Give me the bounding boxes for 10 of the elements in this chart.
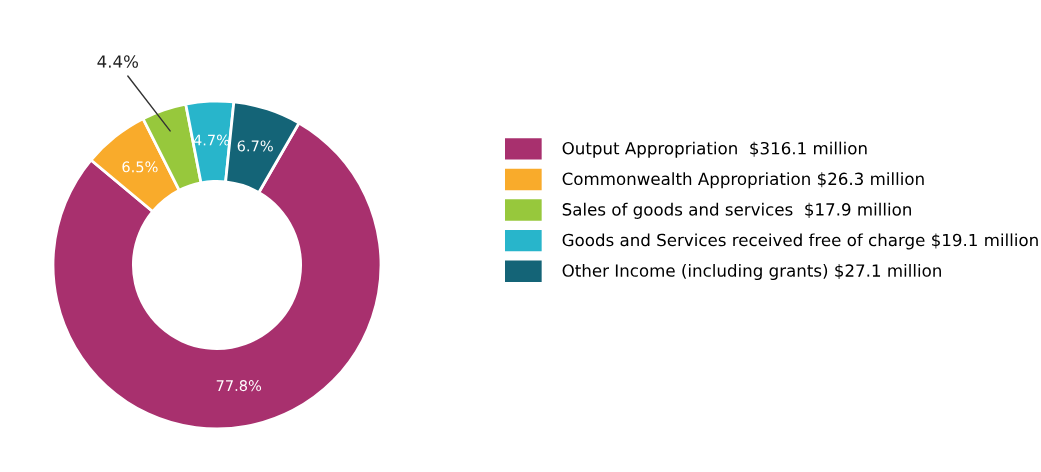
data-label: 4.7%: [193, 134, 230, 146]
data-label: 6.5%: [122, 161, 158, 173]
legend-label: Output Appropriation $316.1 million: [562, 141, 867, 158]
data-label: 4.4%: [97, 55, 139, 68]
legend-label: Sales of goods and services $17.9 million: [562, 202, 911, 219]
data-label: 77.8%: [216, 380, 262, 392]
legend-label: Other Income (including grants) $27.1 million: [562, 263, 941, 281]
data-label: 6.7%: [237, 140, 273, 152]
legend-label: Commonwealth Appropriation $26.3 million: [562, 172, 924, 189]
legend-label: Goods and Services received free of charge $19.1 million: [562, 233, 1038, 250]
